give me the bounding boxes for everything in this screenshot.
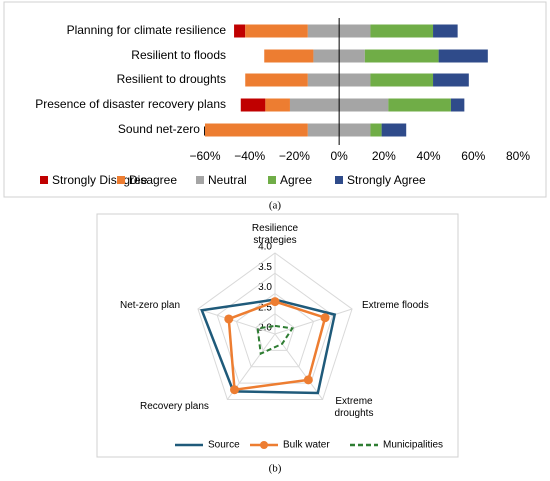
grid-ring — [235, 292, 315, 368]
category-label: Resilient to droughts — [117, 72, 226, 86]
spoke — [274, 333, 324, 400]
axis-label: Extreme floods — [362, 300, 429, 311]
bar-segment — [245, 24, 308, 38]
caption: (b) — [269, 463, 282, 475]
axis-label: Resilience strategies — [251, 223, 299, 246]
x-tick-label: −60% — [189, 149, 220, 163]
r-tick-label: 3.5 — [258, 262, 272, 273]
legend-label: Agree — [280, 173, 312, 187]
x-tick-label: 0% — [330, 149, 348, 163]
category-label: Resilient to floods — [131, 48, 226, 62]
bar-segment — [433, 73, 469, 87]
x-tick-label: 20% — [372, 149, 396, 163]
legend-swatch — [196, 176, 204, 184]
bar-segment — [240, 98, 266, 112]
legend-swatch — [335, 176, 343, 184]
legend-label: Strongly Agree — [347, 173, 426, 187]
r-tick-label: 4.0 — [258, 242, 272, 253]
legend-swatch — [40, 176, 48, 184]
x-tick-label: 80% — [506, 149, 530, 163]
series-line — [227, 300, 327, 392]
panel-b-frame — [96, 213, 459, 458]
legend-label: Municipalities — [383, 440, 443, 451]
bar-segment — [388, 98, 451, 112]
series-line — [200, 298, 337, 395]
bar-segment — [265, 98, 290, 112]
bar-segment — [438, 49, 488, 63]
legend-label: Neutral — [208, 173, 247, 187]
x-tick-label: 60% — [461, 149, 485, 163]
series-marker — [303, 375, 313, 385]
axis-label: Recovery plans — [140, 401, 209, 412]
category-label: Sound net-zero plan — [118, 122, 226, 136]
category-label: Planning for climate resilience — [67, 23, 227, 37]
legend-swatch — [117, 176, 125, 184]
bar-segment — [205, 123, 308, 137]
legend-swatch — [268, 176, 276, 184]
legend-marker — [260, 441, 268, 449]
series-marker — [224, 314, 234, 324]
grid-ring — [255, 313, 295, 351]
bar-segment — [245, 73, 308, 87]
x-tick-label: −20% — [279, 149, 310, 163]
category-label: Presence of disaster recovery plans — [35, 97, 226, 111]
spoke — [274, 308, 353, 335]
series-marker — [230, 385, 240, 395]
spoke — [197, 308, 276, 335]
x-tick-label: 40% — [417, 149, 441, 163]
axis-label: Net-zero plan — [120, 300, 181, 311]
caption: (a) — [269, 200, 282, 212]
bar-segment — [370, 73, 434, 87]
x-tick-label: −40% — [234, 149, 265, 163]
bar-segment — [370, 24, 434, 38]
legend-label: Disagree — [129, 173, 177, 187]
axis-label: Extreme droughts — [334, 396, 374, 419]
grid-ring — [197, 252, 353, 401]
bar-segment — [450, 98, 465, 112]
legend-label: Bulk water — [283, 440, 330, 451]
bar-segment — [264, 49, 314, 63]
series-marker — [320, 313, 330, 323]
r-tick-label: 3.0 — [258, 282, 272, 293]
bar-segment — [364, 49, 439, 63]
bar-segment — [370, 123, 382, 137]
r-tick-label: 2.5 — [258, 302, 272, 313]
panel-a-frame — [3, 1, 547, 198]
series-marker — [270, 297, 280, 307]
bar-segment — [433, 24, 458, 38]
bar-segment — [381, 123, 407, 137]
bar-segment — [234, 24, 246, 38]
legend-label: Source — [208, 440, 240, 451]
